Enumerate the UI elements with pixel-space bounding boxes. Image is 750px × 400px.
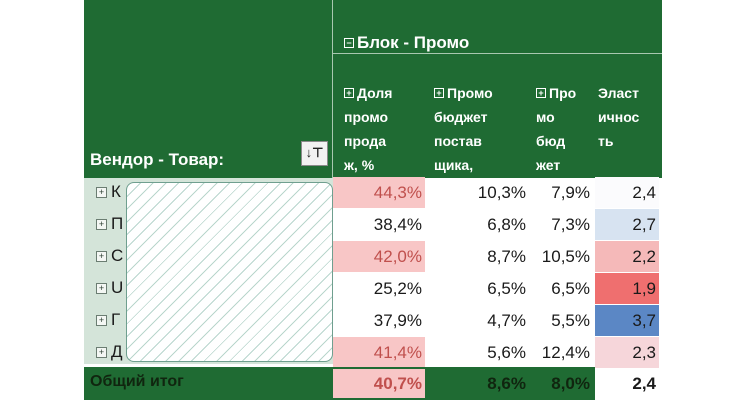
cell-elasticity: 2,4 (595, 177, 659, 208)
column-header-supplier-budget[interactable]: + Промо бюджет постав щика, % (434, 57, 530, 201)
column-header-label: Эласт ичнос ть (598, 85, 640, 149)
expand-icon[interactable]: + (536, 88, 546, 98)
cell-promo-share: 44,3% (333, 177, 425, 208)
total-supplier-budget: 8,6% (487, 374, 526, 393)
column-header-label: Промо бюджет постав щика, % (434, 85, 493, 197)
block-title-underline (333, 53, 662, 54)
cell-promo-budget: 5,5% (551, 311, 590, 330)
row-label: С (111, 246, 124, 265)
filter-sort-icon[interactable]: ↓⊤ (301, 141, 328, 166)
cell-supplier-budget: 6,5% (487, 279, 526, 298)
column-header-label: Про мо бюд жет от (536, 85, 577, 197)
cell-promo-share: 38,4% (373, 215, 422, 234)
cell-supplier-budget: 8,7% (487, 247, 526, 266)
cell-elasticity: 2,7 (595, 209, 659, 240)
expand-icon[interactable]: + (96, 315, 107, 326)
cell-promo-share: 25,2% (373, 279, 422, 298)
total-promo-share: 40,7% (333, 369, 425, 398)
cell-promo-budget: 6,5% (551, 279, 590, 298)
block-title-label: Блок - Промо (357, 33, 470, 52)
row-label: К (111, 182, 121, 201)
expand-icon[interactable]: + (96, 219, 107, 230)
expand-icon[interactable]: + (434, 88, 444, 98)
row-label: П (111, 214, 124, 233)
expand-icon[interactable]: + (96, 283, 107, 294)
total-promo-budget: 8,0% (551, 374, 590, 393)
block-title[interactable]: − Блок - Промо (344, 33, 469, 53)
cell-elasticity: 1,9 (595, 273, 659, 304)
cell-elasticity: 2,3 (595, 337, 659, 368)
column-header-label: Доля промо прода ж, % (344, 85, 393, 173)
total-row-label: Общий итог (90, 373, 184, 390)
cell-promo-share: 41,4% (333, 337, 425, 368)
cell-supplier-budget: 5,6% (487, 343, 526, 362)
expand-icon[interactable]: + (344, 88, 354, 98)
header-divider (332, 0, 333, 178)
row-label: Г (111, 310, 121, 329)
column-header-promo-budget[interactable]: + Про мо бюд жет от (536, 57, 596, 201)
expand-icon[interactable]: + (96, 347, 107, 358)
column-header-elasticity[interactable]: Эласт ичнос ть (598, 57, 660, 153)
expand-icon[interactable]: + (96, 187, 107, 198)
row-label: Д (111, 342, 123, 361)
row-field-label: Вендор - Товар: (90, 150, 225, 169)
row-label: U (111, 278, 124, 297)
cell-elasticity: 2,2 (595, 241, 659, 272)
redacted-overlay (126, 182, 333, 362)
cell-promo-budget: 10,5% (541, 247, 590, 266)
header-background (84, 0, 662, 178)
cell-supplier-budget: 10,3% (477, 183, 526, 202)
cell-promo-budget: 7,3% (551, 215, 590, 234)
expand-icon[interactable]: + (96, 251, 107, 262)
cell-promo-share: 42,0% (333, 241, 425, 272)
column-header-promo-share[interactable]: + Доля промо прода ж, % (344, 57, 430, 177)
cell-elasticity: 3,7 (595, 305, 659, 336)
cell-supplier-budget: 6,8% (487, 215, 526, 234)
collapse-icon[interactable]: − (344, 38, 354, 48)
cell-supplier-budget: 4,7% (487, 311, 526, 330)
cell-promo-budget: 12,4% (541, 343, 590, 362)
cell-promo-budget: 7,9% (551, 183, 590, 202)
total-elasticity: 2,4 (595, 369, 659, 398)
cell-promo-share: 37,9% (373, 311, 422, 330)
